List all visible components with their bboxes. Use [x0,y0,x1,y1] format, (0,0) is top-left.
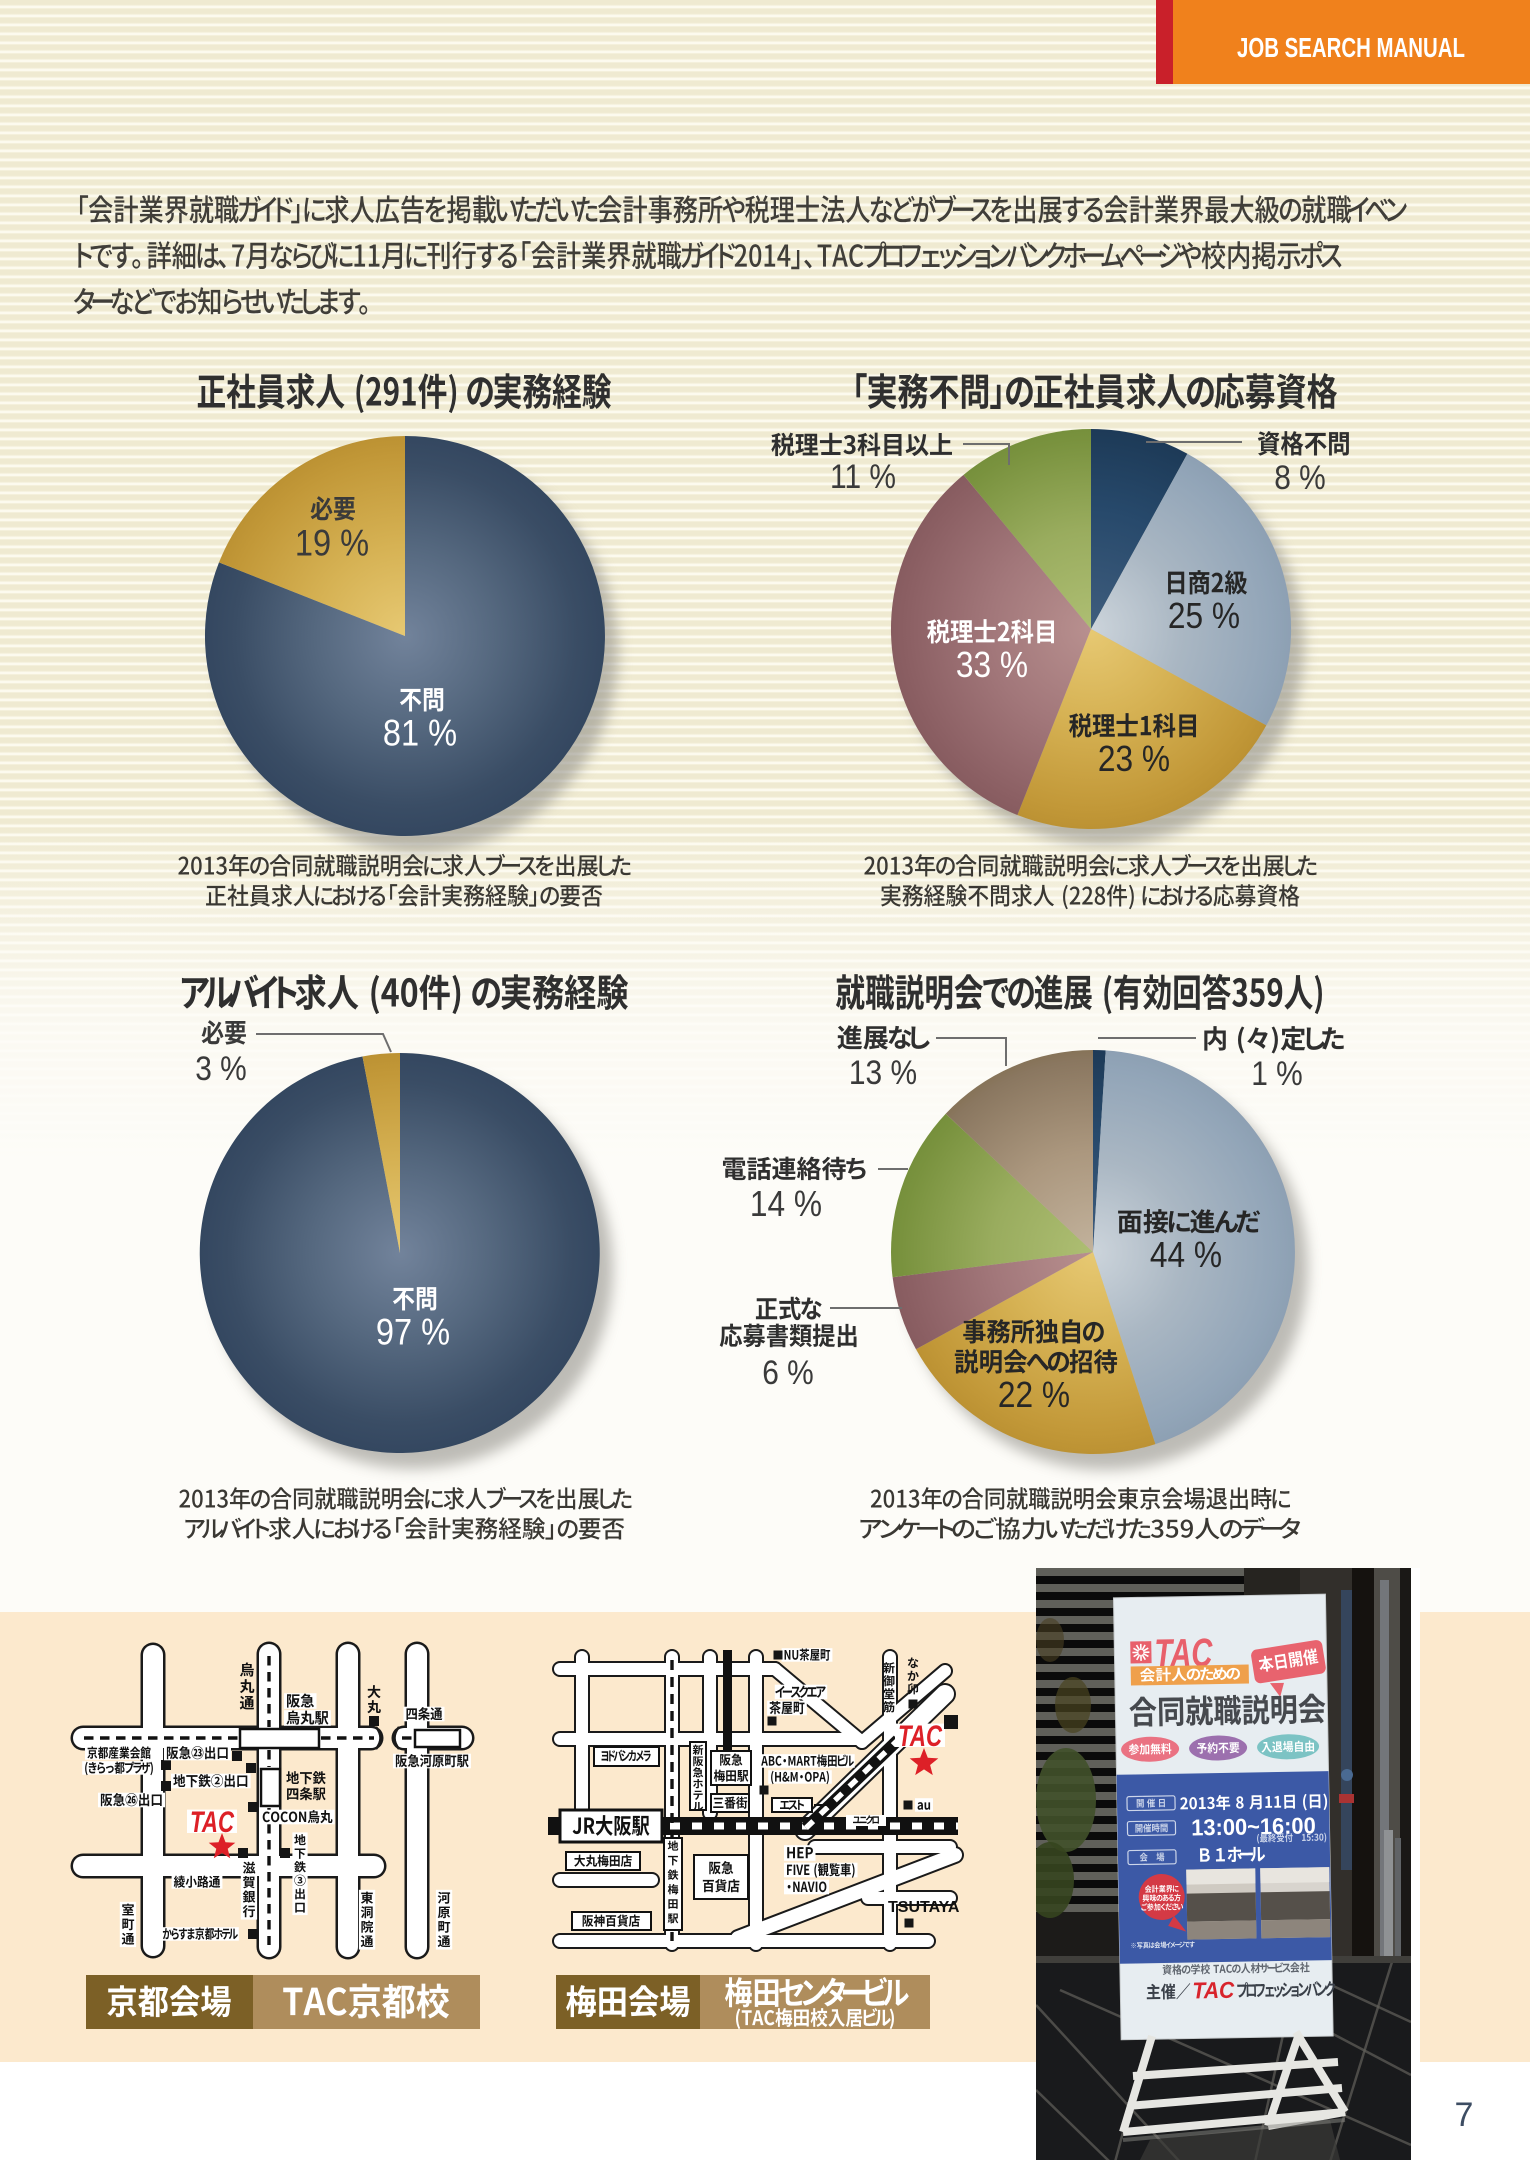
svg-text:8 %: 8 % [1274,458,1326,496]
svg-text:JOB SEARCH MANUAL: JOB SEARCH MANUAL [1237,32,1465,63]
svg-text:TAC: TAC [898,1720,943,1753]
svg-text:33 %: 33 % [956,645,1028,685]
svg-text:23 %: 23 % [1098,739,1170,779]
svg-text:11 %: 11 % [830,457,896,495]
svg-text:TAC: TAC [190,1806,235,1839]
svg-text:19 %: 19 % [295,522,369,563]
svg-text:TAC: TAC [1192,1977,1235,2004]
svg-text:44 %: 44 % [1150,1235,1222,1275]
svg-text:81 %: 81 % [383,712,457,753]
svg-text:97 %: 97 % [376,1311,450,1352]
svg-text:13 %: 13 % [849,1053,917,1091]
svg-text:14 %: 14 % [750,1184,822,1224]
svg-text:22 %: 22 % [998,1375,1070,1415]
svg-text:25 %: 25 % [1168,596,1240,636]
svg-text:7: 7 [1455,2096,1474,2134]
svg-text:TSUTAYA: TSUTAYA [888,1899,960,1916]
svg-text:1 %: 1 % [1251,1054,1303,1092]
svg-text:6 %: 6 % [762,1353,814,1391]
svg-text:3 %: 3 % [195,1049,247,1087]
svg-text:13:00~16:00: 13:00~16:00 [1191,1813,1316,1841]
